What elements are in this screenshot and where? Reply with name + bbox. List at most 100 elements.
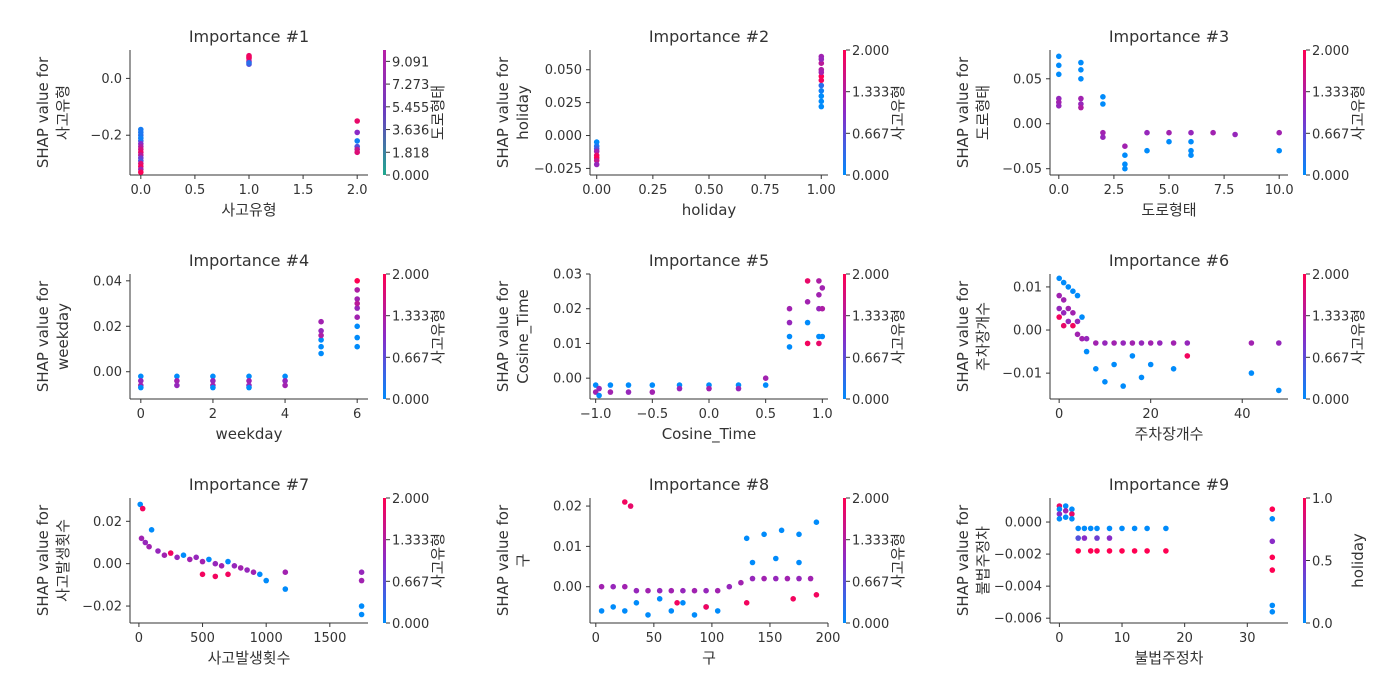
y-tick-label: −0.2 — [90, 129, 122, 144]
x-tick-label: 0.0 — [130, 183, 151, 198]
scatter-point — [596, 392, 602, 399]
x-axis-label: weekday — [215, 425, 282, 443]
scatter-point — [1056, 305, 1062, 312]
scatter-point — [146, 543, 152, 550]
scatter-point — [187, 556, 193, 563]
scatter-point — [354, 343, 361, 350]
x-tick-label: 5.0 — [1159, 183, 1180, 198]
y-tick-label: 0.01 — [553, 337, 582, 352]
y-tick-label: 0.0 — [101, 72, 122, 87]
scatter-point — [1056, 516, 1063, 522]
subplot-title: Importance #5 — [649, 251, 769, 270]
colorbar-tick-label: 1.333 — [392, 310, 429, 325]
scatter-point — [148, 527, 155, 533]
scatter-point — [1069, 511, 1075, 517]
scatter-point — [354, 296, 361, 302]
scatter-point — [593, 157, 600, 164]
y-tick-label: 0.000 — [545, 129, 582, 144]
scatter-point — [354, 305, 361, 311]
scatter-point — [1119, 525, 1125, 532]
scatter-point — [622, 499, 628, 505]
colorbar-tick-label: 2.000 — [392, 268, 429, 283]
x-tick-label: −1.0 — [580, 407, 612, 422]
colorbar-tick-label: 1.333 — [852, 86, 889, 101]
scatter-point — [1062, 503, 1069, 509]
x-axis-label: 구 — [702, 649, 716, 667]
x-axis-label: 사고유형 — [221, 201, 276, 219]
scatter-point — [1070, 288, 1076, 295]
scatter-point — [1166, 138, 1172, 145]
scatter-point — [246, 373, 252, 380]
y-tick-label: 0.01 — [1013, 280, 1042, 295]
y-axis-label-line2: Cosine_Time — [514, 289, 533, 384]
subplot-4: Importance #40 2 4 60.000.020.04weekdaySHAP… — [34, 251, 447, 443]
y-tick-label: −0.002 — [994, 548, 1042, 563]
scatter-point — [749, 559, 756, 566]
scatter-point — [199, 571, 206, 578]
scatter-point — [592, 389, 599, 395]
colorbar-tick-label: 2.000 — [852, 268, 889, 283]
colorbar-tick-label: 1.818 — [392, 146, 429, 161]
scatter-point — [1144, 129, 1150, 136]
colorbar-tick-label: 0.667 — [852, 575, 889, 590]
colorbar-label: 사고유형 — [1349, 85, 1367, 140]
x-tick-label: 0.0 — [699, 407, 720, 422]
y-tick-label: 0.05 — [1013, 72, 1042, 87]
scatter-point — [1170, 366, 1177, 372]
scatter-point — [1065, 305, 1072, 312]
scatter-point — [625, 389, 632, 395]
scatter-point — [1188, 147, 1194, 154]
scatter-point — [1276, 147, 1282, 154]
x-tick-label: 200 — [816, 631, 841, 646]
x-tick-label: 50 — [646, 631, 663, 646]
scatter-point — [816, 340, 822, 347]
scatter-point — [816, 278, 822, 284]
colorbar-tick-label: 0.000 — [1312, 393, 1349, 408]
scatter-point — [786, 305, 793, 312]
scatter-point — [282, 378, 288, 384]
y-axis-label-line1: SHAP value for — [494, 504, 512, 616]
scatter-point — [1069, 516, 1075, 522]
colorbar — [843, 274, 846, 399]
scatter-point — [598, 583, 605, 590]
x-tick-label: 0.00 — [582, 183, 611, 198]
y-tick-label: −0.01 — [1002, 367, 1042, 382]
y-tick-label: 0.00 — [93, 365, 122, 380]
scatter-point — [161, 552, 168, 558]
x-tick-label: 4 — [281, 407, 289, 422]
scatter-point — [354, 334, 361, 341]
scatter-point — [1062, 514, 1069, 520]
scatter-point — [1138, 340, 1145, 346]
colorbar-tick-label: 2.000 — [1312, 268, 1349, 283]
y-tick-label: 0.01 — [553, 540, 582, 555]
colorbar-tick-label: 3.636 — [392, 124, 429, 139]
scatter-point — [749, 575, 756, 582]
x-tick-label: 40 — [1234, 407, 1251, 422]
scatter-point — [1078, 104, 1084, 111]
y-axis-label-line1: SHAP value for — [34, 504, 52, 616]
y-tick-label: 0.025 — [545, 96, 582, 111]
scatter-point — [818, 93, 825, 99]
x-tick-label: 0.5 — [185, 183, 206, 198]
scatter-point — [1147, 361, 1154, 368]
scatter-point — [818, 88, 825, 94]
scatter-point — [1078, 76, 1084, 82]
scatter-point — [138, 169, 144, 175]
colorbar-label: 사고유형 — [429, 533, 447, 588]
colorbar-tick-label: 1.0 — [1312, 492, 1333, 507]
x-tick-label: 1.00 — [807, 183, 836, 198]
y-tick-label: 0.000 — [1005, 516, 1042, 531]
colorbar-tick-label: 1.333 — [392, 534, 429, 549]
scatter-point — [1170, 340, 1177, 346]
scatter-point — [676, 385, 683, 392]
subplot-6: Importance #60 20 40−0.010.000.01주차장개수SHAP… — [954, 251, 1367, 443]
y-tick-label: −0.006 — [994, 612, 1042, 627]
colorbar-label: 도로형태 — [429, 85, 447, 140]
scatter-point — [1079, 335, 1085, 342]
scatter-point — [137, 501, 143, 508]
scatter-point — [691, 612, 698, 618]
scatter-point — [206, 556, 212, 563]
x-tick-label: 1.0 — [812, 407, 833, 422]
scatter-point — [656, 587, 663, 594]
scatter-point — [354, 323, 361, 330]
